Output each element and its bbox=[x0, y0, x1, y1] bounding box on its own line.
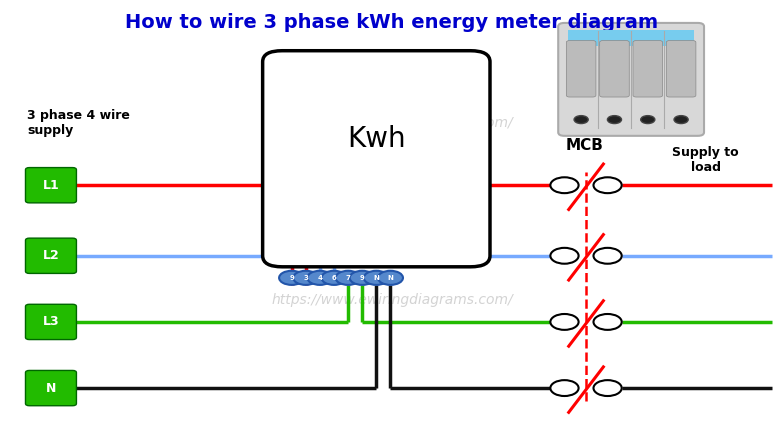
FancyBboxPatch shape bbox=[26, 370, 77, 406]
FancyBboxPatch shape bbox=[566, 41, 596, 97]
Text: How to wire 3 phase kWh energy meter diagram: How to wire 3 phase kWh energy meter dia… bbox=[125, 13, 659, 32]
FancyBboxPatch shape bbox=[263, 51, 490, 267]
Text: L2: L2 bbox=[42, 249, 60, 262]
Text: MCB: MCB bbox=[565, 138, 603, 153]
Circle shape bbox=[574, 116, 588, 123]
Circle shape bbox=[593, 314, 622, 330]
Circle shape bbox=[550, 314, 579, 330]
Circle shape bbox=[293, 271, 318, 285]
Circle shape bbox=[378, 271, 403, 285]
Text: 9: 9 bbox=[289, 275, 294, 281]
Circle shape bbox=[550, 177, 579, 193]
Text: L1: L1 bbox=[42, 179, 60, 192]
Text: 6: 6 bbox=[332, 275, 336, 281]
FancyBboxPatch shape bbox=[568, 30, 694, 46]
Text: 3: 3 bbox=[303, 275, 308, 281]
FancyBboxPatch shape bbox=[26, 304, 77, 340]
Text: 4: 4 bbox=[318, 275, 322, 281]
Circle shape bbox=[364, 271, 389, 285]
Circle shape bbox=[593, 248, 622, 264]
Circle shape bbox=[593, 177, 622, 193]
Circle shape bbox=[336, 271, 361, 285]
Circle shape bbox=[321, 271, 347, 285]
Circle shape bbox=[608, 116, 622, 123]
FancyBboxPatch shape bbox=[26, 238, 77, 273]
Text: 7: 7 bbox=[346, 275, 350, 281]
Circle shape bbox=[279, 271, 304, 285]
Text: 9: 9 bbox=[360, 275, 365, 281]
Text: N: N bbox=[45, 381, 56, 395]
FancyBboxPatch shape bbox=[633, 41, 662, 97]
Text: https://www.ewiringdiagrams.com/: https://www.ewiringdiagrams.com/ bbox=[271, 293, 513, 307]
FancyBboxPatch shape bbox=[558, 23, 704, 136]
Text: N: N bbox=[387, 275, 394, 281]
Circle shape bbox=[550, 380, 579, 396]
Circle shape bbox=[550, 248, 579, 264]
FancyBboxPatch shape bbox=[26, 168, 77, 203]
Circle shape bbox=[674, 116, 688, 123]
FancyBboxPatch shape bbox=[600, 41, 630, 97]
Text: https://www.ewiringdiagrams.com/: https://www.ewiringdiagrams.com/ bbox=[271, 116, 513, 131]
Circle shape bbox=[350, 271, 375, 285]
Circle shape bbox=[307, 271, 332, 285]
Text: N: N bbox=[373, 275, 379, 281]
Circle shape bbox=[641, 116, 655, 123]
Text: Kwh: Kwh bbox=[347, 125, 405, 153]
FancyBboxPatch shape bbox=[666, 41, 696, 97]
Text: L3: L3 bbox=[42, 315, 60, 329]
Circle shape bbox=[593, 380, 622, 396]
Text: 3 phase 4 wire
supply: 3 phase 4 wire supply bbox=[27, 109, 130, 138]
Text: Supply to
load: Supply to load bbox=[673, 146, 739, 173]
